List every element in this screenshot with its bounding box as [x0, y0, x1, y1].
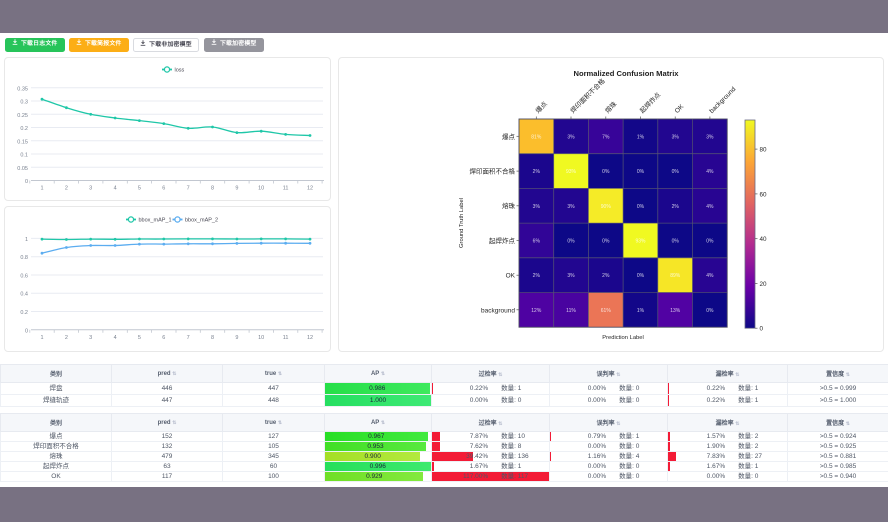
svg-text:1%: 1% — [637, 308, 645, 314]
svg-text:起焊炸点: 起焊炸点 — [638, 90, 663, 115]
svg-text:0.8: 0.8 — [20, 255, 28, 261]
svg-text:6: 6 — [162, 335, 165, 341]
svg-text:80: 80 — [760, 147, 768, 154]
svg-text:1%: 1% — [637, 134, 645, 140]
svg-text:8: 8 — [211, 335, 214, 341]
svg-text:2: 2 — [65, 186, 68, 192]
svg-text:3: 3 — [89, 186, 92, 192]
svg-text:3%: 3% — [567, 204, 575, 210]
svg-text:bbox_mAP_1: bbox_mAP_1 — [139, 218, 172, 224]
svg-text:12: 12 — [307, 186, 313, 192]
svg-text:0.4: 0.4 — [20, 292, 28, 298]
svg-text:0%: 0% — [602, 239, 610, 245]
svg-text:6: 6 — [162, 186, 165, 192]
svg-text:0.2: 0.2 — [20, 126, 28, 132]
svg-text:1: 1 — [40, 335, 43, 341]
svg-text:13%: 13% — [670, 308, 681, 314]
svg-text:background: background — [481, 307, 515, 314]
svg-text:2: 2 — [65, 335, 68, 341]
svg-text:0%: 0% — [567, 239, 575, 245]
svg-text:5: 5 — [138, 335, 141, 341]
svg-text:90%: 90% — [601, 204, 612, 210]
svg-text:89%: 89% — [670, 273, 681, 279]
svg-text:3%: 3% — [567, 134, 575, 140]
svg-text:7: 7 — [187, 186, 190, 192]
svg-text:0.15: 0.15 — [17, 139, 28, 145]
svg-text:0.3: 0.3 — [20, 100, 28, 106]
svg-text:焊印面积不合格: 焊印面积不合格 — [470, 167, 516, 176]
svg-text:0.1: 0.1 — [20, 153, 28, 159]
svg-text:0%: 0% — [637, 169, 645, 175]
svg-text:4%: 4% — [706, 169, 714, 175]
svg-text:爆点: 爆点 — [533, 99, 549, 115]
svg-text:0%: 0% — [637, 273, 645, 279]
svg-text:1: 1 — [40, 186, 43, 192]
svg-text:3%: 3% — [533, 204, 541, 210]
svg-text:OK: OK — [506, 273, 516, 280]
svg-text:0%: 0% — [602, 169, 610, 175]
svg-text:background: background — [708, 86, 737, 115]
svg-text:0: 0 — [25, 179, 28, 185]
svg-text:0: 0 — [760, 326, 764, 333]
svg-text:0.25: 0.25 — [17, 113, 28, 119]
svg-text:40: 40 — [760, 236, 768, 243]
svg-text:4: 4 — [114, 335, 117, 341]
svg-text:0%: 0% — [672, 239, 680, 245]
svg-text:60: 60 — [760, 191, 768, 198]
svg-text:81%: 81% — [531, 134, 542, 140]
svg-text:0%: 0% — [672, 169, 680, 175]
svg-text:0%: 0% — [706, 239, 714, 245]
svg-text:0: 0 — [25, 328, 28, 334]
svg-text:OK: OK — [674, 103, 686, 115]
svg-text:Prediction Label: Prediction Label — [602, 335, 644, 341]
svg-text:4: 4 — [114, 186, 117, 192]
svg-text:20: 20 — [760, 281, 768, 288]
svg-text:熔珠: 熔珠 — [502, 201, 516, 210]
svg-text:7: 7 — [187, 335, 190, 341]
svg-text:93%: 93% — [566, 169, 577, 175]
svg-text:93%: 93% — [635, 239, 646, 245]
svg-text:熔珠: 熔珠 — [603, 99, 619, 115]
svg-text:0.35: 0.35 — [17, 86, 28, 92]
svg-text:3%: 3% — [706, 134, 714, 140]
svg-text:10: 10 — [258, 186, 264, 192]
svg-text:11: 11 — [283, 186, 289, 192]
svg-text:0%: 0% — [706, 308, 714, 314]
svg-text:loss: loss — [175, 68, 185, 74]
svg-text:11: 11 — [283, 335, 289, 341]
svg-text:4%: 4% — [706, 273, 714, 279]
svg-text:焊印面积不合格: 焊印面积不合格 — [568, 76, 607, 115]
svg-text:Normalized Confusion Matrix: Normalized Confusion Matrix — [573, 69, 679, 78]
svg-text:61%: 61% — [601, 308, 612, 314]
svg-text:4%: 4% — [706, 204, 714, 210]
svg-text:2%: 2% — [602, 273, 610, 279]
svg-text:3%: 3% — [567, 273, 575, 279]
svg-text:2%: 2% — [533, 273, 541, 279]
svg-text:7%: 7% — [602, 134, 610, 140]
svg-text:Ground Truth Label: Ground Truth Label — [459, 198, 465, 248]
svg-text:3%: 3% — [672, 134, 680, 140]
svg-text:12: 12 — [307, 335, 313, 341]
svg-text:0.2: 0.2 — [20, 310, 28, 316]
svg-text:0.05: 0.05 — [17, 166, 28, 172]
svg-text:9: 9 — [235, 335, 238, 341]
svg-text:5: 5 — [138, 186, 141, 192]
svg-text:0%: 0% — [637, 204, 645, 210]
svg-text:6%: 6% — [533, 239, 541, 245]
svg-text:8: 8 — [211, 186, 214, 192]
svg-text:9: 9 — [235, 186, 238, 192]
svg-text:2%: 2% — [533, 169, 541, 175]
svg-text:11%: 11% — [566, 308, 576, 314]
svg-text:10: 10 — [258, 335, 264, 341]
svg-text:bbox_mAP_2: bbox_mAP_2 — [185, 218, 218, 224]
svg-text:1: 1 — [25, 237, 28, 243]
svg-text:12%: 12% — [531, 308, 542, 314]
svg-text:起焊炸点: 起焊炸点 — [489, 236, 516, 245]
svg-text:2%: 2% — [672, 204, 680, 210]
svg-text:0.6: 0.6 — [20, 274, 28, 280]
svg-text:3: 3 — [89, 335, 92, 341]
svg-text:爆点: 爆点 — [502, 132, 516, 141]
